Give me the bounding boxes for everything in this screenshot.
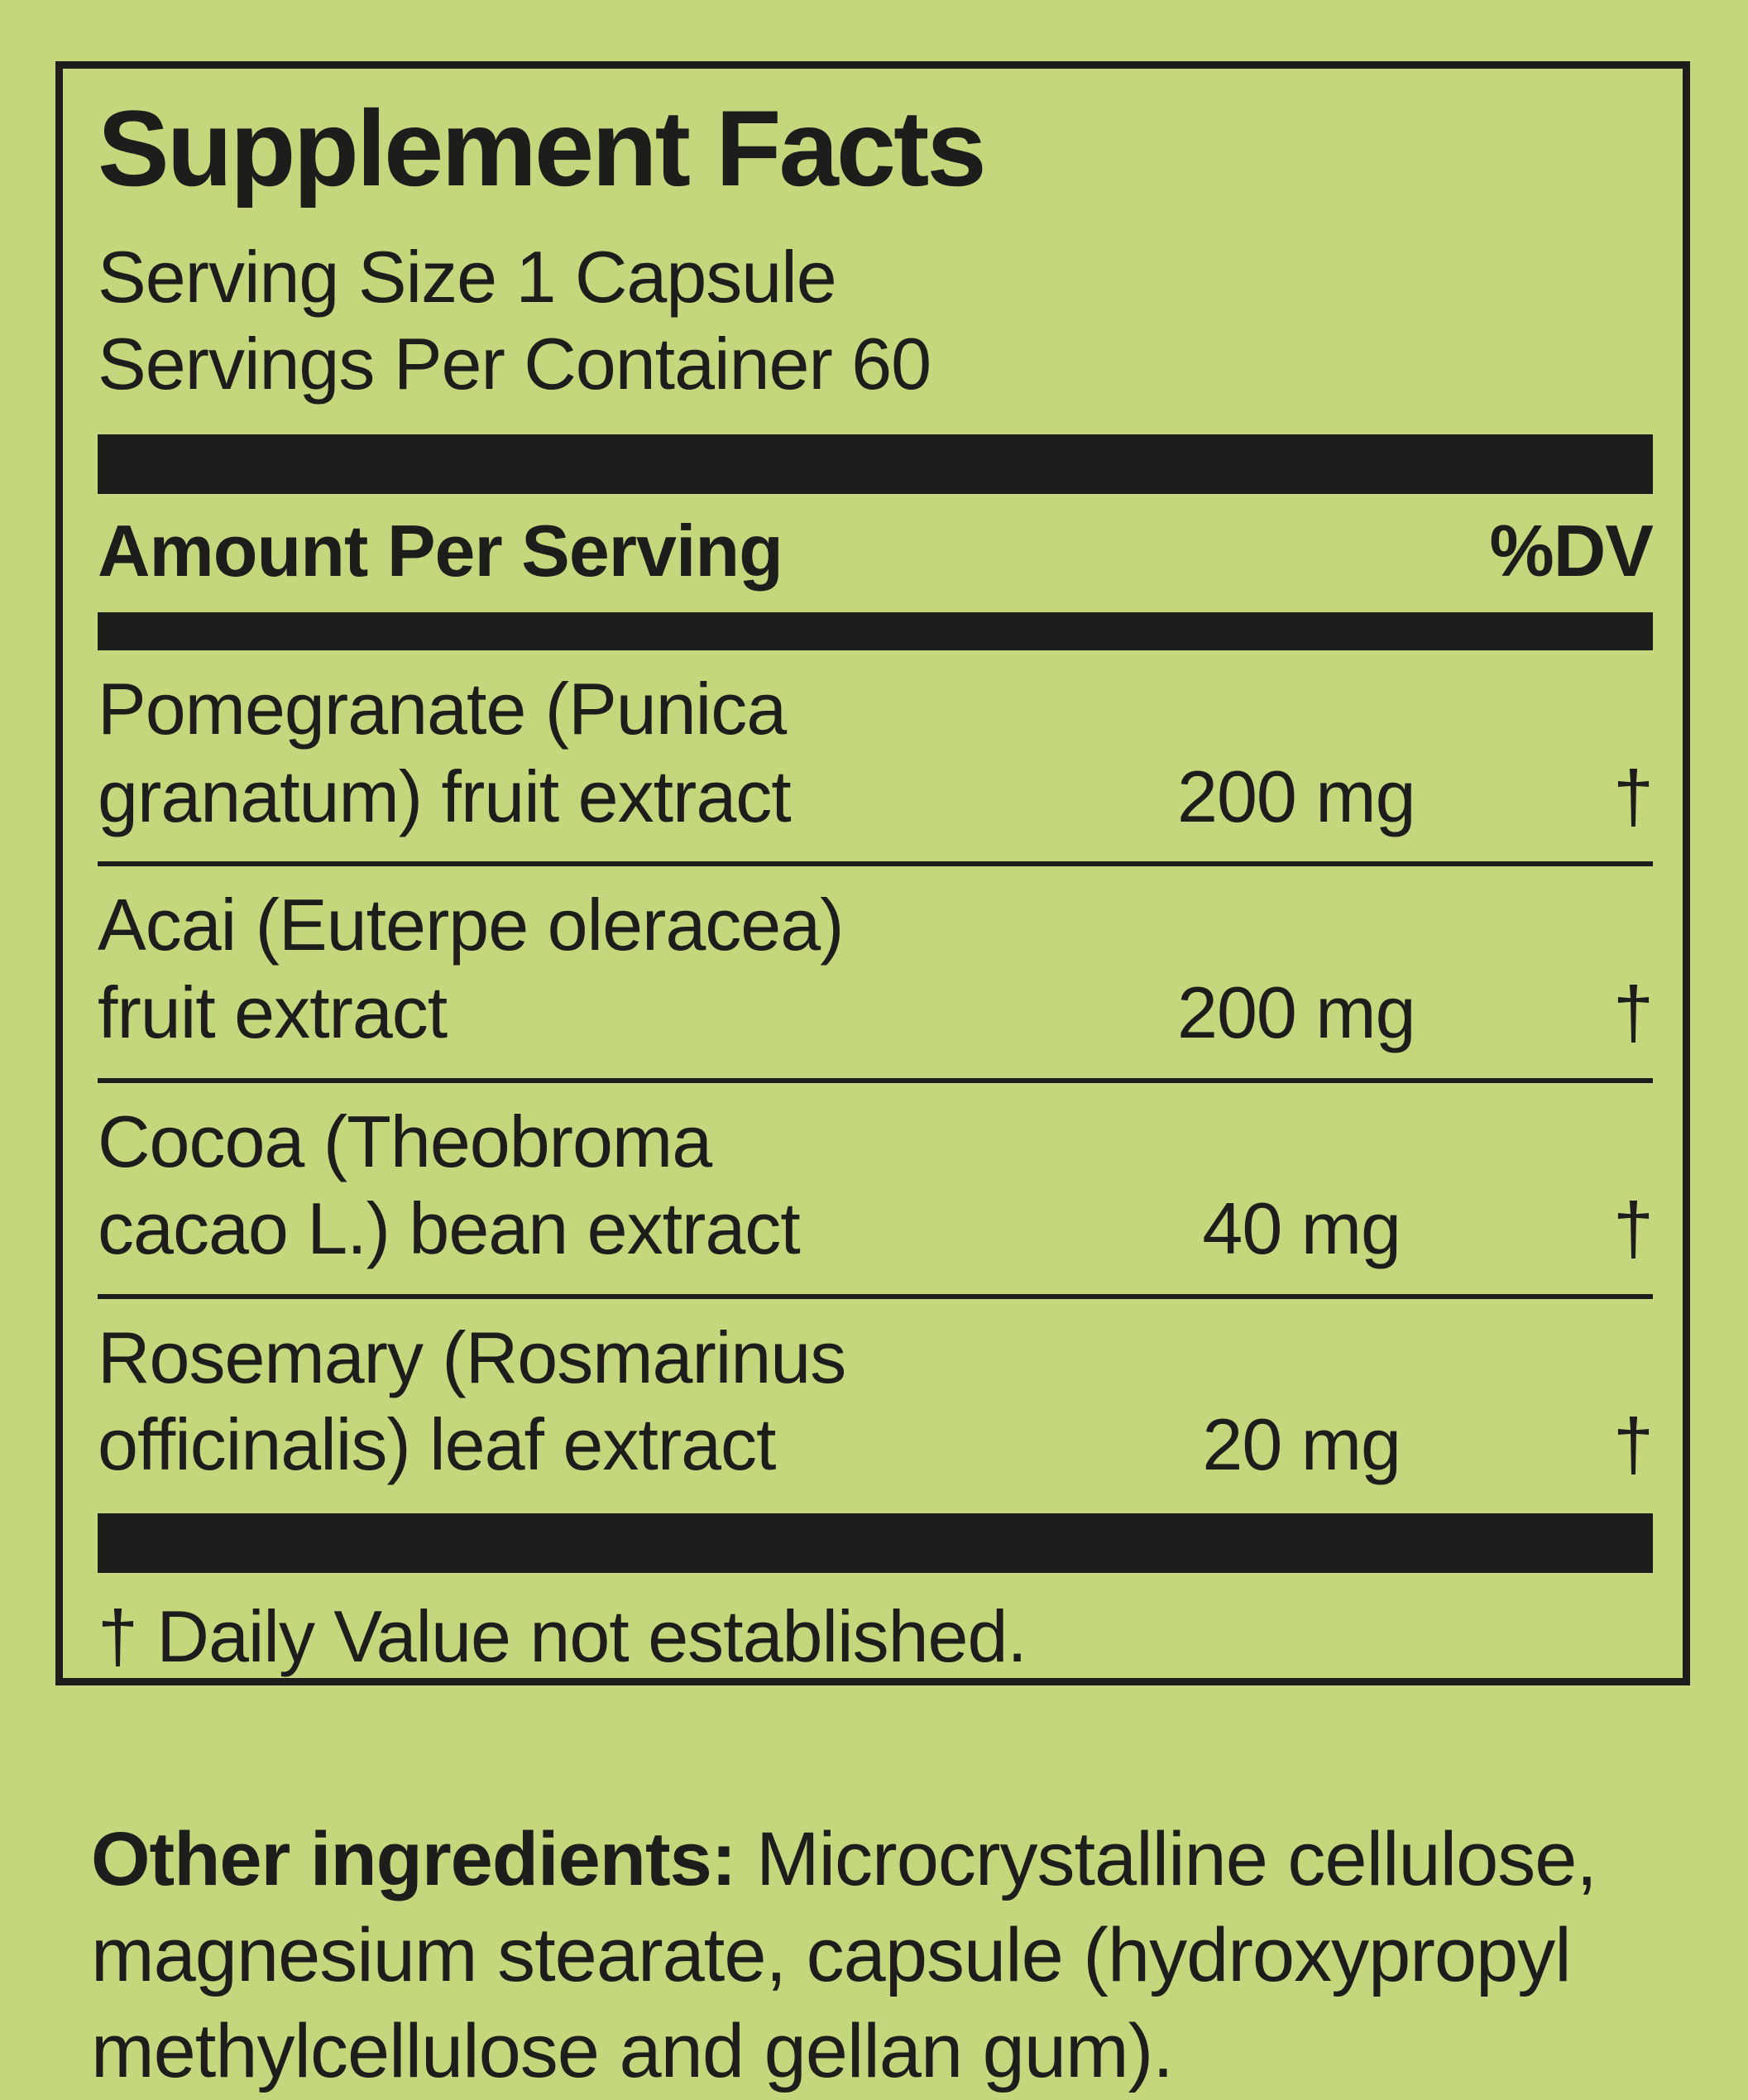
ingredient-amount: 200 mg	[1177, 755, 1416, 837]
table-header-row: Amount Per Serving %DV	[98, 494, 1654, 613]
ingredient-dv: †	[1613, 755, 1654, 837]
serving-info: Serving Size 1 Capsule Servings Per Cont…	[98, 233, 1653, 408]
ingredient-amount: 40 mg	[1202, 1187, 1401, 1270]
separator-bar-bottom	[98, 1513, 1653, 1574]
ingredient-name: Rosemary (Rosmarinus officinalis) leaf e…	[98, 1316, 846, 1486]
ingredient-amount: 200 mg	[1177, 971, 1416, 1054]
ingredient-amount: 20 mg	[1202, 1403, 1401, 1486]
other-ingredients: Other ingredients: Microcrystalline cell…	[91, 1812, 1746, 2100]
supplement-facts-panel: Supplement Facts Serving Size 1 Capsule …	[55, 61, 1690, 1685]
table-row: Pomegranate (Punica granatum) fruit extr…	[98, 650, 1654, 861]
row-divider	[98, 1077, 1653, 1083]
daily-value-footnote: † Daily Value not established.	[98, 1595, 1027, 1678]
separator-bar-top	[98, 434, 1653, 494]
ingredient-name: Cocoa (Theobroma cacao L.) bean extract	[98, 1100, 801, 1270]
amount-per-serving-label: Amount Per Serving	[98, 509, 783, 592]
serving-size: Serving Size 1 Capsule	[98, 235, 837, 318]
panel-title: Supplement Facts	[98, 88, 987, 209]
row-divider	[98, 1293, 1653, 1299]
ingredient-dv: †	[1613, 1403, 1654, 1486]
table-row: Cocoa (Theobroma cacao L.) bean extract …	[98, 1083, 1654, 1294]
row-divider	[98, 861, 1653, 867]
separator-bar-header	[98, 612, 1653, 651]
percent-dv-label: %DV	[1489, 509, 1654, 592]
ingredient-name: Pomegranate (Punica granatum) fruit extr…	[98, 668, 792, 837]
ingredient-dv: †	[1613, 1187, 1654, 1270]
ingredient-name: Acai (Euterpe oleracea) fruit extract	[98, 884, 844, 1054]
table-row: Rosemary (Rosmarinus officinalis) leaf e…	[98, 1299, 1654, 1510]
other-ingredients-label: Other ingredients:	[91, 1817, 736, 1901]
ingredient-dv: †	[1613, 971, 1654, 1054]
servings-per-container: Servings Per Container 60	[98, 323, 931, 405]
table-row: Acai (Euterpe oleracea) fruit extract 20…	[98, 866, 1654, 1077]
